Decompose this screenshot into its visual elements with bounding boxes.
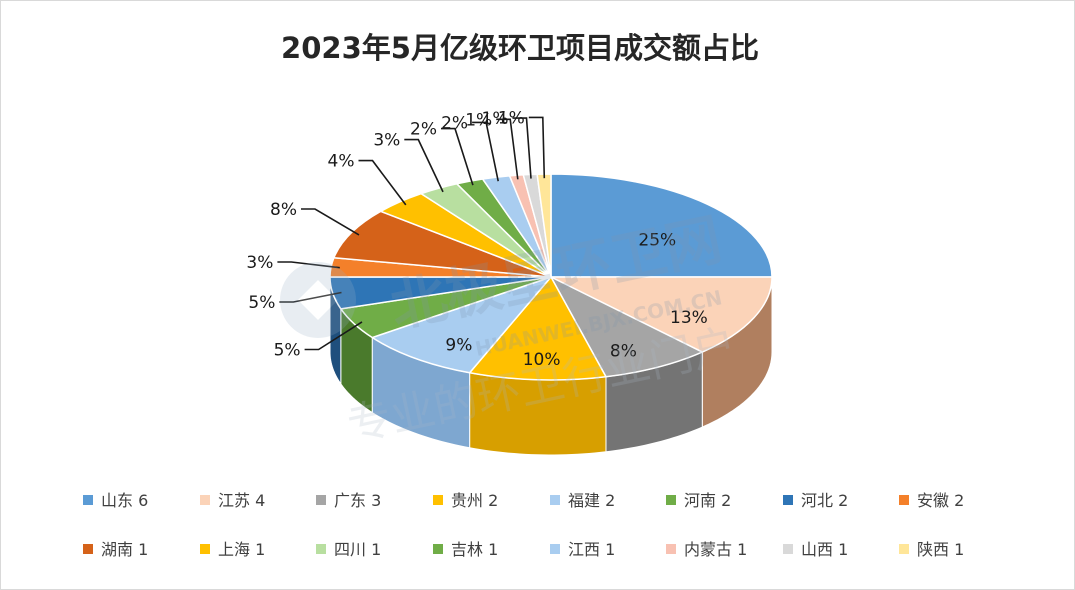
legend-swatch-13 bbox=[666, 544, 676, 554]
pie-percent-label-8: 8% bbox=[270, 200, 297, 220]
pie-leader-line-11 bbox=[441, 127, 474, 186]
legend-label-14: 山西 1 bbox=[801, 540, 848, 559]
pie-percent-label-10: 3% bbox=[373, 131, 400, 151]
legend-label-4: 福建 2 bbox=[568, 491, 615, 510]
legend-label-1: 江苏 4 bbox=[218, 491, 265, 510]
legend-swatch-2 bbox=[316, 495, 326, 505]
pie-percent-label-13: 1% bbox=[465, 110, 492, 130]
pie-labels: 25%13%8%10%9%5%5%3%8%4%3%2% 2%1%1%1% bbox=[246, 108, 708, 370]
legend-item-3: 贵州 2 bbox=[433, 491, 498, 510]
pie-percent-label-2: 8% bbox=[610, 341, 637, 361]
legend-swatch-3 bbox=[433, 495, 443, 505]
legend-label-0: 山东 6 bbox=[101, 491, 148, 510]
pie-percent-label-11: 2% bbox=[410, 120, 437, 140]
pie-percent-label-12: 2% bbox=[441, 113, 468, 133]
pie-percent-label-5: 5% bbox=[274, 341, 301, 361]
pie-leader-line-10 bbox=[404, 138, 444, 193]
legend-label-10: 四川 1 bbox=[334, 540, 381, 559]
pie-percent-label-3: 10% bbox=[523, 350, 561, 370]
pie-top bbox=[329, 173, 773, 381]
legend-swatch-14 bbox=[783, 544, 793, 554]
legend-item-5: 河南 2 bbox=[666, 491, 731, 510]
legend-item-13: 内蒙古 1 bbox=[666, 540, 747, 559]
legend-label-7: 安徽 2 bbox=[917, 491, 964, 510]
pie-leader-line-9 bbox=[358, 159, 407, 206]
pie-slice-1 bbox=[550, 276, 773, 353]
legend-label-15: 陕西 1 bbox=[917, 540, 964, 559]
legend-label-2: 广东 3 bbox=[334, 491, 381, 510]
pie-leader-line-6 bbox=[279, 291, 342, 303]
legend-item-15: 陕西 1 bbox=[899, 540, 964, 559]
pie-leader-line-13 bbox=[496, 118, 519, 180]
pie-percent-label-6: 5% bbox=[248, 293, 275, 313]
legend-item-9: 上海 1 bbox=[200, 540, 265, 559]
legend-swatch-15 bbox=[899, 544, 909, 554]
pie-percent-label-7: 3% bbox=[246, 253, 273, 273]
legend-item-7: 安徽 2 bbox=[899, 491, 964, 510]
watermark-logo-icon bbox=[280, 262, 356, 338]
legend-label-5: 河南 2 bbox=[684, 491, 731, 510]
pie-percent-label-14: 1% bbox=[482, 109, 509, 129]
legend-item-8: 湖南 1 bbox=[83, 540, 148, 559]
pie-slice-3 bbox=[468, 276, 607, 381]
legend-swatch-0 bbox=[83, 495, 93, 505]
legend-label-9: 上海 1 bbox=[218, 540, 265, 559]
legend-label-3: 贵州 2 bbox=[451, 491, 498, 510]
legend-item-2: 广东 3 bbox=[316, 491, 381, 510]
legend-swatch-7 bbox=[899, 495, 909, 505]
pie-slice-2 bbox=[550, 276, 704, 378]
legend-item-6: 河北 2 bbox=[783, 491, 848, 510]
pie-percent-label-0: 25% bbox=[638, 231, 676, 251]
legend-item-4: 福建 2 bbox=[550, 491, 615, 510]
legend-swatch-4 bbox=[550, 495, 560, 505]
legend-swatch-1 bbox=[200, 495, 210, 505]
pie-percent-label-9: 4% bbox=[328, 152, 355, 172]
pie-percent-label-1: 13% bbox=[670, 308, 708, 328]
pie-slice-4 bbox=[371, 276, 552, 374]
legend-label-13: 内蒙古 1 bbox=[684, 540, 747, 559]
legend-label-6: 河北 2 bbox=[801, 491, 848, 510]
pie-leader-line-12 bbox=[472, 121, 499, 182]
pie-leader-line-7 bbox=[277, 261, 340, 269]
pie-sides bbox=[329, 276, 773, 456]
pie-leader-line-8 bbox=[301, 208, 360, 236]
legend-label-8: 湖南 1 bbox=[101, 540, 148, 559]
legend-item-1: 江苏 4 bbox=[200, 491, 265, 510]
legend-swatch-6 bbox=[783, 495, 793, 505]
legend: 山东 6 江苏 4 广东 3 贵州 2 福建 2 河南 2 河北 2 安徽 2 湖南 1 上海 1… bbox=[83, 491, 964, 559]
chart-title: 2023年5月亿级环卫项目成交额占比 bbox=[281, 31, 759, 65]
legend-swatch-9 bbox=[200, 544, 210, 554]
legend-item-14: 山西 1 bbox=[783, 540, 848, 559]
pie-slice-8 bbox=[333, 210, 552, 278]
legend-item-12: 江西 1 bbox=[550, 540, 615, 559]
legend-item-10: 四川 1 bbox=[316, 540, 381, 559]
pie-percent-label-4: 9% bbox=[445, 335, 472, 355]
legend-item-0: 山东 6 bbox=[83, 491, 148, 510]
pie-leader-line-14 bbox=[512, 117, 532, 179]
pie-slice-0 bbox=[550, 173, 773, 278]
legend-swatch-8 bbox=[83, 544, 93, 554]
legend-swatch-5 bbox=[666, 495, 676, 505]
legend-label-12: 江西 1 bbox=[568, 540, 615, 559]
legend-item-11: 吉林 1 bbox=[433, 540, 498, 559]
pie-percent-label-15: 1% bbox=[498, 108, 525, 128]
pie-leader-line-5 bbox=[304, 321, 363, 351]
pie-leader-line-15 bbox=[528, 116, 546, 179]
legend-swatch-12 bbox=[550, 544, 560, 554]
legend-swatch-11 bbox=[433, 544, 443, 554]
legend-swatch-10 bbox=[316, 544, 326, 554]
legend-label-11: 吉林 1 bbox=[451, 540, 498, 559]
